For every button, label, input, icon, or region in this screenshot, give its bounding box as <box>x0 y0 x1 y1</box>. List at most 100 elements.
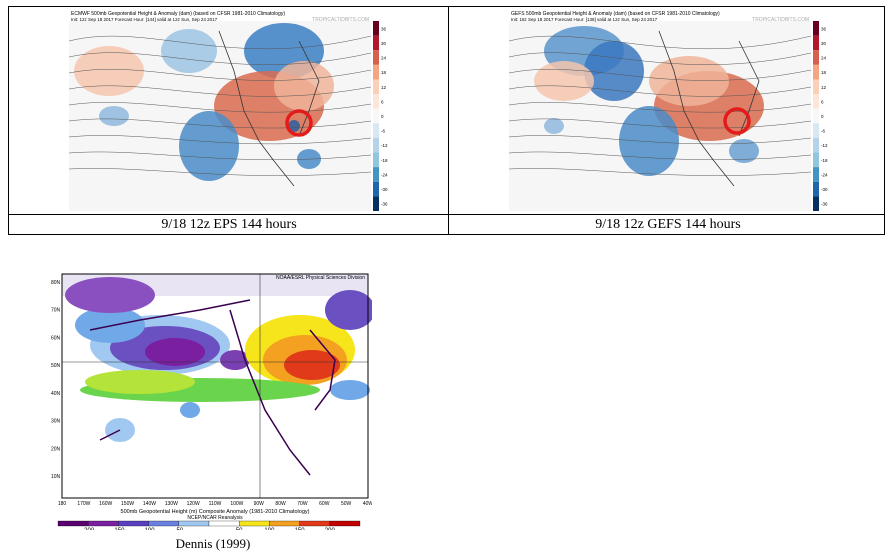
height-contour <box>69 102 372 113</box>
colorbar-swatch <box>269 520 300 527</box>
anomaly <box>534 61 594 101</box>
lon-label: 40W <box>363 501 372 507</box>
height-contour <box>69 168 372 176</box>
lat-label: 50N <box>51 363 61 369</box>
anomaly <box>649 56 729 106</box>
lat-label: 10N <box>51 474 61 480</box>
colorbar-label: -30 <box>381 187 388 192</box>
colorbar-swatch <box>813 64 819 80</box>
height-contour <box>509 168 812 176</box>
lat-label: 20N <box>51 446 61 452</box>
colorbar-label: 0 <box>381 114 384 119</box>
colorbar-label: -30 <box>821 187 828 192</box>
lon-label: 160W <box>99 501 112 507</box>
height-contour <box>69 135 372 145</box>
anomaly <box>619 106 679 176</box>
colorbar-label: 18 <box>381 70 387 75</box>
colorbar-label: 24 <box>381 56 387 61</box>
colorbar-label: -24 <box>821 172 828 177</box>
colorbar-label: 18 <box>821 70 827 75</box>
height-contour <box>509 52 812 65</box>
colorbar-swatch <box>373 167 379 182</box>
anomaly <box>284 350 340 380</box>
colorbar-label: -200 <box>82 528 95 530</box>
colorbar-label: -24 <box>381 172 388 177</box>
anomaly <box>75 307 145 343</box>
colorbar-swatch <box>88 520 119 527</box>
height-contour <box>509 102 812 113</box>
colorbar-swatch <box>373 108 379 124</box>
map-frame <box>61 273 369 499</box>
colorbar-swatch <box>148 520 179 527</box>
anomaly <box>288 120 300 132</box>
anomaly <box>544 118 564 134</box>
colorbar-swatch <box>329 520 361 527</box>
height-contour <box>69 118 372 129</box>
lon-label: 60W <box>319 501 330 507</box>
lon-label: 180 <box>58 501 67 507</box>
colorbar-label: -12 <box>821 143 828 148</box>
colorbar-swatch <box>813 137 819 153</box>
colorbar-swatch <box>57 520 89 527</box>
lon-label: 100W <box>230 501 243 507</box>
lon-label: 70W <box>297 501 308 507</box>
colorbar-label: -36 <box>381 202 388 207</box>
lon-label: 150W <box>121 501 134 507</box>
caption: Dennis (1999) <box>175 536 251 551</box>
anomaly <box>65 277 155 313</box>
lon-label: 90W <box>254 501 265 507</box>
colorbar-swatch <box>373 64 379 80</box>
colorbar-swatch <box>373 50 379 65</box>
colorbar-label: 36 <box>821 26 827 31</box>
height-contour <box>509 85 812 97</box>
colorbar-label: 30 <box>381 41 387 46</box>
height-contour <box>509 35 812 50</box>
anomaly <box>729 139 759 163</box>
map-credit: TROPICALTIDBITS.COM <box>752 17 809 23</box>
colorbar-swatch <box>373 35 379 51</box>
map-header: NOAA/ESRL Physical Sciences Division <box>276 275 365 281</box>
anomaly <box>180 402 200 418</box>
colorbar-label: -100 <box>143 528 156 530</box>
anomaly <box>99 106 129 126</box>
colorbar-label: -18 <box>821 158 828 163</box>
lon-label: 130W <box>165 501 178 507</box>
anomaly <box>325 290 372 330</box>
colorbar-label: -6 <box>821 129 825 134</box>
height-contour <box>509 68 812 81</box>
colorbar-swatch <box>373 181 379 197</box>
colorbar-label: 6 <box>821 99 824 104</box>
map-init: Init: 12z Sep 18 2017 Forecast Hour: [14… <box>71 17 218 22</box>
anomaly <box>274 61 334 111</box>
lon-label: 110W <box>209 501 222 507</box>
colorbar-label: -12 <box>381 143 388 148</box>
lat-label: 80N <box>51 280 61 286</box>
height-contour <box>509 135 812 145</box>
divider <box>9 214 884 215</box>
caption: 9/18 12z EPS 144 hours <box>161 217 297 232</box>
colorbar-label: 50 <box>236 528 243 530</box>
colorbar-label: 100 <box>264 528 275 530</box>
anomaly <box>220 350 250 370</box>
colorbar-swatch <box>813 94 819 109</box>
colorbar-swatch <box>813 35 819 51</box>
colorbar-swatch <box>118 520 149 527</box>
anomaly <box>161 29 217 73</box>
lat-label: 70N <box>51 308 61 314</box>
highlight-circle <box>285 109 313 137</box>
colorbar-swatch <box>208 520 240 527</box>
lon-label: 170W <box>77 501 90 507</box>
height-contour <box>69 52 372 65</box>
image-table: ECMWF 500mb Geopotential Height & Anomal… <box>8 6 885 235</box>
coastline <box>658 30 760 187</box>
composite-title: 500mb Geopotential Height (m) Composite … <box>121 509 310 515</box>
colorbar-label: 30 <box>821 41 827 46</box>
eps-map: ECMWF 500mb Geopotential Height & Anomal… <box>69 11 388 211</box>
height-contour <box>69 85 372 97</box>
map-credit: TROPICALTIDBITS.COM <box>312 17 369 23</box>
colorbar-swatch <box>373 137 379 153</box>
lat-label: 30N <box>51 419 61 425</box>
height-contour <box>509 118 812 129</box>
colorbar-swatch <box>813 181 819 197</box>
composite-map: NOAA/ESRL Physical Sciences Division 80N 7… <box>51 273 372 530</box>
